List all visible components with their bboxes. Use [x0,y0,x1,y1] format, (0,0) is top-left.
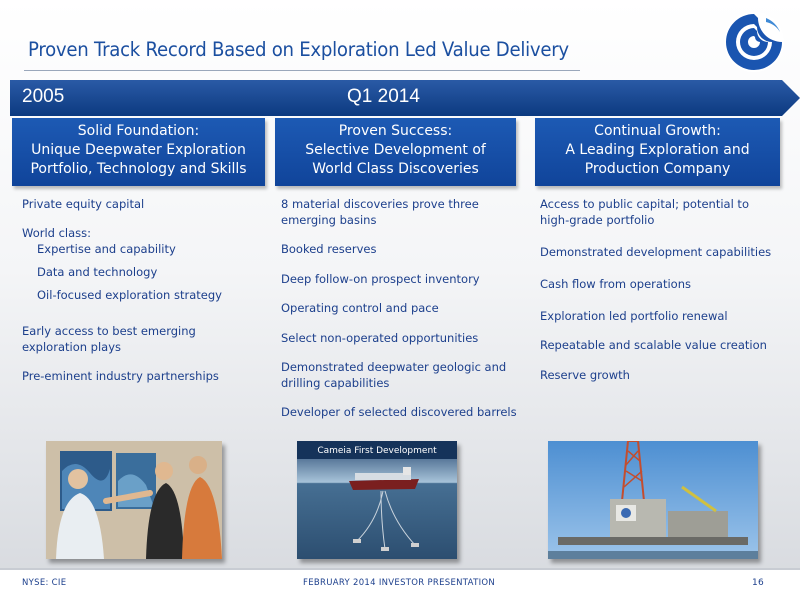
footer-presentation-title: FEBRUARY 2014 INVESTOR PRESENTATION [303,578,496,588]
page-number: 16 [752,578,765,588]
heading-line: Production Company [584,161,731,177]
heading-line: Portfolio, Technology and Skills [30,161,247,177]
heading-line: Continual Growth: [594,123,721,139]
heading-line: Solid Foundation: [77,123,200,139]
list-item: Select non-operated opportunities [281,331,479,345]
heading-box-continual-growth: Continual Growth: A Leading Exploration … [535,118,780,186]
list-item: Booked reserves [281,242,377,256]
list-item: Demonstrated development capabilities [540,245,772,259]
timeline-arrow: 2005 Q1 2014 [10,80,800,116]
page-title: Proven Track Record Based on Exploration… [28,38,569,61]
list-item: 8 material discoveries prove three [281,197,479,211]
heading-line: Unique Deepwater Exploration [31,142,246,158]
people-photo [46,441,222,559]
drilling-rig-photo [548,441,758,559]
fpso-vessel-photo: Cameia First Development [297,441,457,559]
heading-line: Selective Development of [305,142,486,158]
list-item: Developer of selected discovered barrels [281,405,517,419]
photo-caption: Cameia First Development [317,446,437,456]
timeline-start-label: 2005 [22,86,65,107]
list-item: Demonstrated deepwater geologic and [281,360,507,374]
list-item: Cash flow from operations [540,277,691,291]
list-item: Pre-eminent industry partnerships [22,369,219,383]
heading-line: A Leading Exploration and [565,142,750,158]
list-item: Early access to best emerging [22,324,196,338]
company-logo-icon [724,12,784,72]
heading-line: Proven Success: [338,123,453,139]
footer-divider [0,568,800,570]
heading-box-solid-foundation: Solid Foundation: Unique Deepwater Explo… [12,118,265,186]
heading-box-proven-success: Proven Success: Selective Development of… [275,118,516,186]
list-item: Deep follow-on prospect inventory [281,272,480,286]
list-item: Operating control and pace [281,301,439,315]
list-item: high-grade portfolio [540,213,655,227]
list-item: Repeatable and scalable value creation [540,338,767,352]
footer-ticker: NYSE: CIE [22,578,67,588]
list-item: Data and technology [37,265,158,279]
list-item: Access to public capital; potential to [540,197,749,211]
list-item: Exploration led portfolio renewal [540,309,728,323]
timeline-arrow-shape [10,80,800,116]
list-item: Oil-focused exploration strategy [37,288,222,302]
list-item: drilling capabilities [281,376,390,390]
list-item: exploration plays [22,340,122,354]
heading-line: World Class Discoveries [312,161,479,177]
list-item: Expertise and capability [37,242,176,256]
list-item: World class: [22,226,92,240]
title-underline [24,70,580,71]
list-item: Reserve growth [540,368,630,382]
footer [0,568,800,600]
list-item: emerging basins [281,213,377,227]
timeline-end-label: Q1 2014 [347,86,420,107]
list-item: Private equity capital [22,197,145,211]
